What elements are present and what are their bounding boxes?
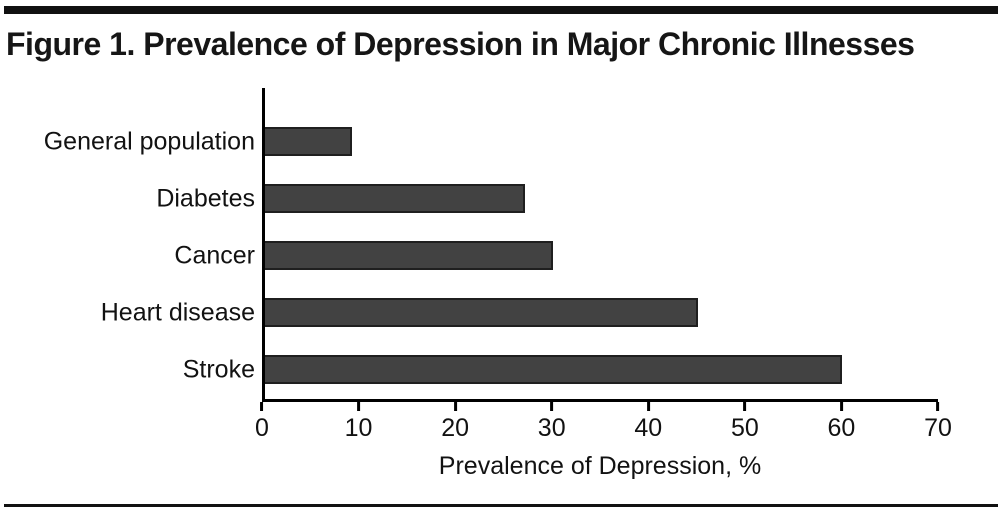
top-rule: [4, 6, 998, 14]
x-tick: 30: [538, 402, 566, 443]
x-tick: 40: [634, 402, 662, 443]
x-tick-label: 60: [827, 414, 856, 442]
x-tick-mark: [936, 402, 940, 411]
bottom-rule: [4, 504, 998, 507]
bar: [265, 241, 554, 270]
x-tick-mark: [743, 402, 747, 411]
x-tick: 20: [441, 402, 469, 443]
x-tick-mark: [550, 402, 554, 411]
x-tick: 70: [924, 402, 952, 443]
x-tick: 60: [827, 402, 856, 443]
x-tick-label: 50: [730, 414, 759, 442]
x-tick-mark: [839, 402, 843, 411]
bar: [265, 184, 525, 213]
bar-row: Heart disease: [101, 284, 938, 341]
plot-area: General population Diabetes Cancer Heart di…: [44, 88, 938, 402]
x-ticks: 0 10 20 30 40 50 60 70: [255, 402, 952, 452]
x-tick: 50: [731, 402, 759, 443]
bar-row: General population: [44, 113, 938, 170]
bar-row: Stroke: [183, 341, 938, 398]
bar-row: Cancer: [174, 227, 938, 284]
x-tick-mark: [646, 402, 650, 411]
category-label: Heart disease: [100, 298, 255, 326]
x-tick-label: 70: [924, 414, 952, 442]
x-tick-mark: [357, 402, 361, 411]
x-tick-label: 0: [255, 414, 269, 442]
category-label: Stroke: [182, 355, 255, 383]
bar: [265, 127, 352, 156]
x-tick-label: 20: [441, 414, 470, 442]
x-tick-label: 30: [537, 414, 566, 442]
x-axis-label: Prevalence of Depression, %: [438, 452, 762, 480]
category-label: Cancer: [174, 241, 255, 269]
figure-title: Figure 1. Prevalence of Depression in Ma…: [6, 26, 915, 62]
bar: [265, 298, 698, 327]
x-tick-label: 10: [344, 414, 373, 442]
category-label: Diabetes: [156, 184, 255, 212]
bar-row: Diabetes: [156, 170, 938, 227]
x-tick-mark: [260, 402, 264, 411]
x-tick: 0: [255, 402, 269, 443]
category-label: General population: [43, 127, 255, 155]
x-tick: 10: [344, 402, 373, 443]
x-tick-label: 40: [634, 414, 663, 442]
x-tick-mark: [453, 402, 457, 411]
bar: [265, 355, 842, 384]
